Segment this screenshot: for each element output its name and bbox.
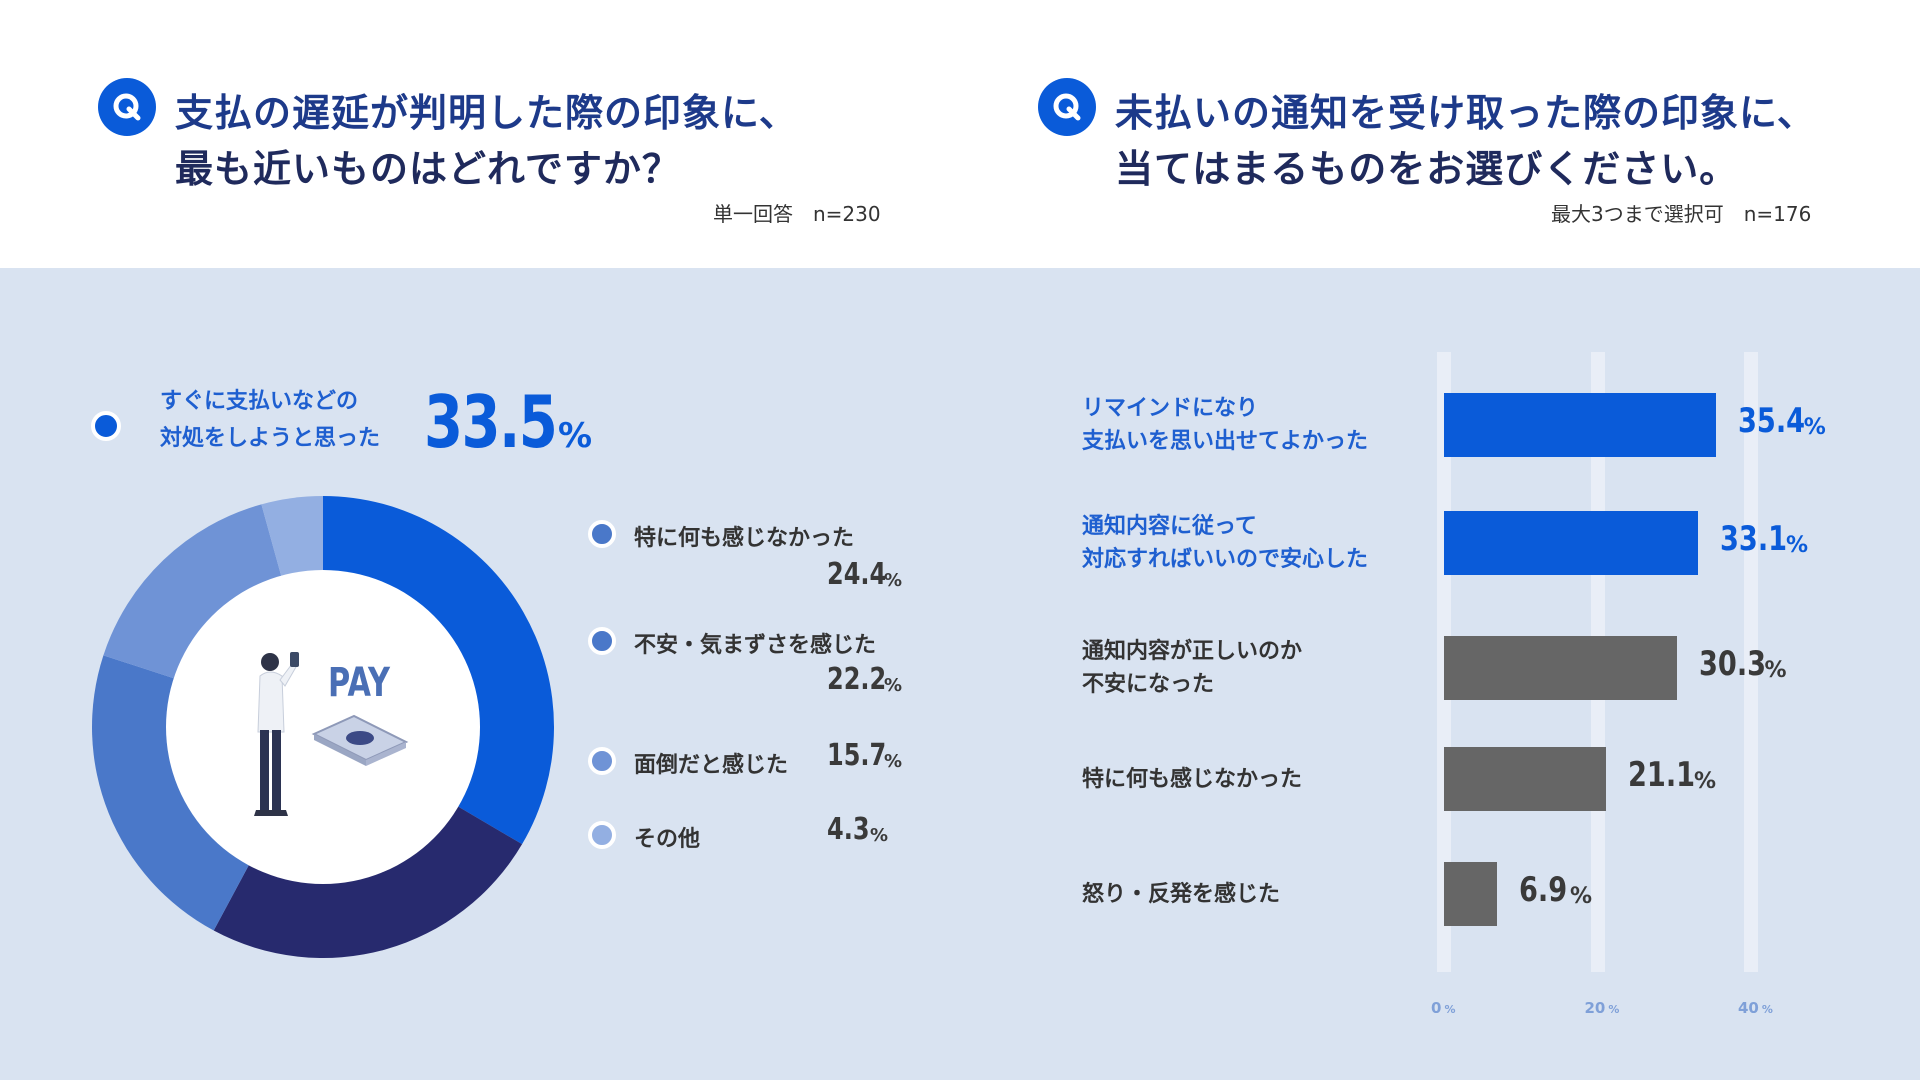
- bar-unit-4: %: [1693, 769, 1716, 794]
- bar-value-2: 33.1: [1720, 519, 1788, 559]
- legend-value-1: 24.4: [827, 557, 887, 592]
- left-question-line2: 最も近いものはどれですか？: [175, 147, 681, 191]
- legend-label-2: 不安・気まずさを感じた: [634, 633, 877, 658]
- donut-center: [166, 570, 480, 884]
- right-question-line2: 当てはまるものをお選びください。: [1115, 147, 1739, 191]
- lead-label-line2: 対処をしようと思った: [160, 426, 381, 451]
- legend-unit-4: %: [870, 825, 889, 846]
- bar-3: [1444, 636, 1677, 700]
- axis-tick-40: 40%: [1738, 999, 1773, 1017]
- bar-value-4: 21.1: [1627, 755, 1696, 795]
- card-illustration: [311, 714, 409, 766]
- bar-label-5: 怒り・反発を感じた: [1082, 882, 1281, 907]
- bar-value-1: 35.4: [1737, 401, 1805, 441]
- bar-label-2: 通知内容に従って 対応すればいいので安心した: [1082, 514, 1369, 572]
- lead-legend-dot: [91, 411, 121, 441]
- bar-1: [1444, 393, 1716, 457]
- bar-unit-2: %: [1786, 533, 1809, 558]
- bar-unit-3: %: [1764, 658, 1787, 683]
- legend-label-3: 面倒だと感じた: [634, 753, 789, 778]
- legend-dot-4: [588, 821, 616, 849]
- axis-tick-20: 20%: [1584, 999, 1620, 1017]
- lead-unit: %: [558, 416, 593, 456]
- bar-unit-5: %: [1569, 884, 1592, 909]
- axis-tick-0: 0%: [1431, 999, 1456, 1017]
- legend-unit-1: %: [884, 570, 903, 591]
- legend-label-4: その他: [634, 827, 701, 852]
- q-icon: [1053, 93, 1081, 121]
- legend-unit-3: %: [884, 751, 903, 772]
- question-badge-left: [98, 78, 156, 136]
- left-question-meta: 単一回答 n=230: [713, 202, 881, 226]
- bar-value-3: 30.3: [1698, 644, 1766, 684]
- right-question-meta: 最大3つまで選択可 n=176: [1551, 202, 1812, 226]
- lead-value: 33.5: [424, 380, 558, 464]
- legend-value-3: 15.7: [827, 738, 887, 773]
- bar-4: [1444, 747, 1606, 811]
- q-icon: [113, 93, 141, 121]
- legend-value-4: 4.3: [827, 812, 870, 847]
- legend-label-1: 特に何も感じなかった: [634, 526, 855, 551]
- header-panel: [0, 0, 1920, 268]
- bar-label-3: 通知内容が正しいのか 不安になった: [1082, 639, 1303, 697]
- bar-label-1: リマインドになり 支払いを思い出せてよかった: [1082, 396, 1369, 454]
- legend-dot-1: [588, 520, 616, 548]
- legend-dot-3: [588, 747, 616, 775]
- pay-text: PAY: [328, 660, 391, 706]
- legend-unit-2: %: [884, 675, 903, 696]
- grid-line-40: [1744, 352, 1758, 972]
- bar-value-5: 6.9: [1518, 870, 1568, 910]
- bar-label-4: 特に何も感じなかった: [1082, 767, 1303, 792]
- right-question-line1: 未払いの通知を受け取った際の印象に、: [1115, 91, 1816, 135]
- question-badge-right: [1038, 78, 1096, 136]
- donut-chart: PAY: [92, 496, 554, 958]
- person-illustration: [254, 652, 299, 816]
- bar-2: [1444, 511, 1699, 575]
- legend-value-2: 22.2: [827, 662, 887, 697]
- lead-label-line1: すぐに支払いなどの: [160, 389, 359, 414]
- left-question-line1: 支払の遅延が判明した際の印象に、: [175, 91, 798, 135]
- bar-5: [1444, 862, 1497, 926]
- legend-dot-2: [588, 627, 616, 655]
- bar-unit-1: %: [1803, 415, 1826, 440]
